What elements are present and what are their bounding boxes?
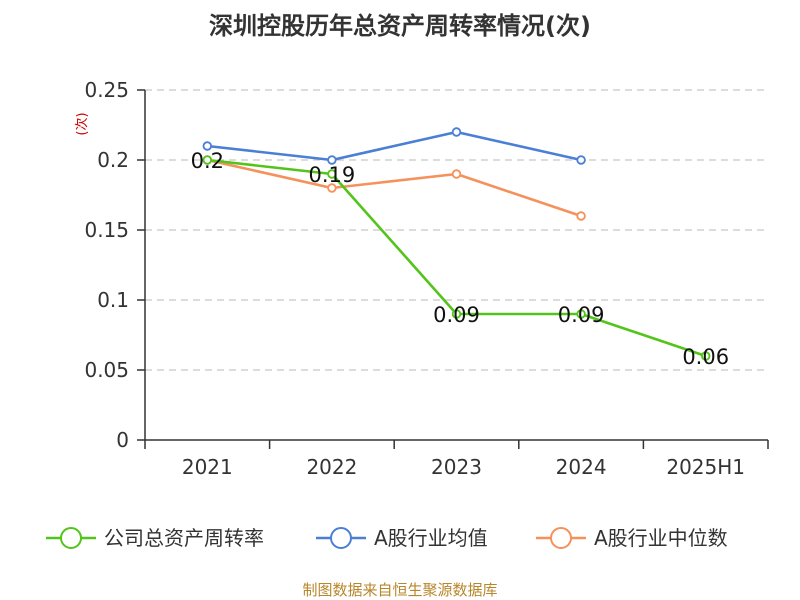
data-label-2023: 0.09 (433, 303, 480, 327)
y-tick-label-1: 0.05 (84, 358, 129, 382)
y-axis-label: (次) (74, 112, 90, 135)
y-tick-label-5: 0.25 (84, 78, 129, 102)
series-2-point-2022[interactable] (327, 183, 337, 193)
series-1 (202, 127, 586, 165)
y-tick-label-3: 0.15 (84, 218, 129, 242)
data-label-2022: 0.19 (309, 163, 356, 187)
legend-label-1: A股行业均值 (374, 526, 488, 550)
series-2-point-2023[interactable] (451, 169, 462, 179)
data-label-2021: 0.2 (191, 149, 224, 173)
series-0-point-2023[interactable] (451, 309, 462, 319)
y-tick-label-4: 0.2 (97, 148, 129, 172)
series-line-1 (207, 130, 582, 162)
y-tick-label-0: 0 (116, 428, 129, 452)
grid-lines (145, 89, 768, 371)
series-0-point-2021[interactable] (202, 155, 212, 165)
x-tick-label-2021: 2021 (182, 455, 233, 479)
legend-item-0[interactable]: 公司总资产周转率 (46, 526, 264, 550)
legend[interactable]: 公司总资产周转率 A股行业均值 A股行业中位数 (46, 526, 728, 550)
data-labels: 0.2 0.19 0.09 0.09 0.06 (191, 149, 729, 369)
series-0 (202, 155, 711, 361)
x-tick-label-2022: 2022 (306, 455, 357, 479)
legend-label-0: 公司总资产周转率 (104, 526, 264, 550)
legend-label-2: A股行业中位数 (594, 526, 728, 550)
legend-marker-1 (330, 527, 352, 549)
y-tick-label-2: 0.1 (97, 288, 129, 312)
series-0-point-2024[interactable] (576, 309, 586, 319)
series-lines (202, 127, 711, 361)
x-tick-label-2025H1: 2025H1 (666, 455, 745, 479)
series-line-2 (207, 158, 582, 218)
series-2-point-2024[interactable] (576, 211, 586, 221)
series-0-point-2025H1[interactable] (701, 351, 711, 361)
legend-item-1[interactable]: A股行业均值 (316, 526, 488, 550)
x-tick-label-2024: 2024 (556, 455, 607, 479)
legend-marker-2 (550, 527, 572, 549)
axes: 0 0.05 0.1 0.15 0.2 0.25 2021 2022 2023 2024 2025H… (84, 78, 769, 479)
data-source-note: 制图数据来自恒生聚源数据库 (302, 581, 497, 599)
series-1-point-2022[interactable] (327, 155, 337, 165)
data-label-2024: 0.09 (558, 303, 605, 327)
data-label-2025H1: 0.06 (682, 345, 729, 369)
series-1-point-2024[interactable] (576, 155, 586, 165)
series-1-point-2021[interactable] (202, 141, 212, 151)
x-tick-label-2023: 2023 (431, 455, 482, 479)
legend-item-2[interactable]: A股行业中位数 (536, 526, 728, 550)
chart-title: 深圳控股历年总资产周转率情况(次) (209, 12, 591, 40)
series-1-point-2023[interactable] (451, 127, 462, 137)
legend-marker-0 (60, 527, 82, 549)
series-0-point-2022[interactable] (327, 169, 337, 179)
